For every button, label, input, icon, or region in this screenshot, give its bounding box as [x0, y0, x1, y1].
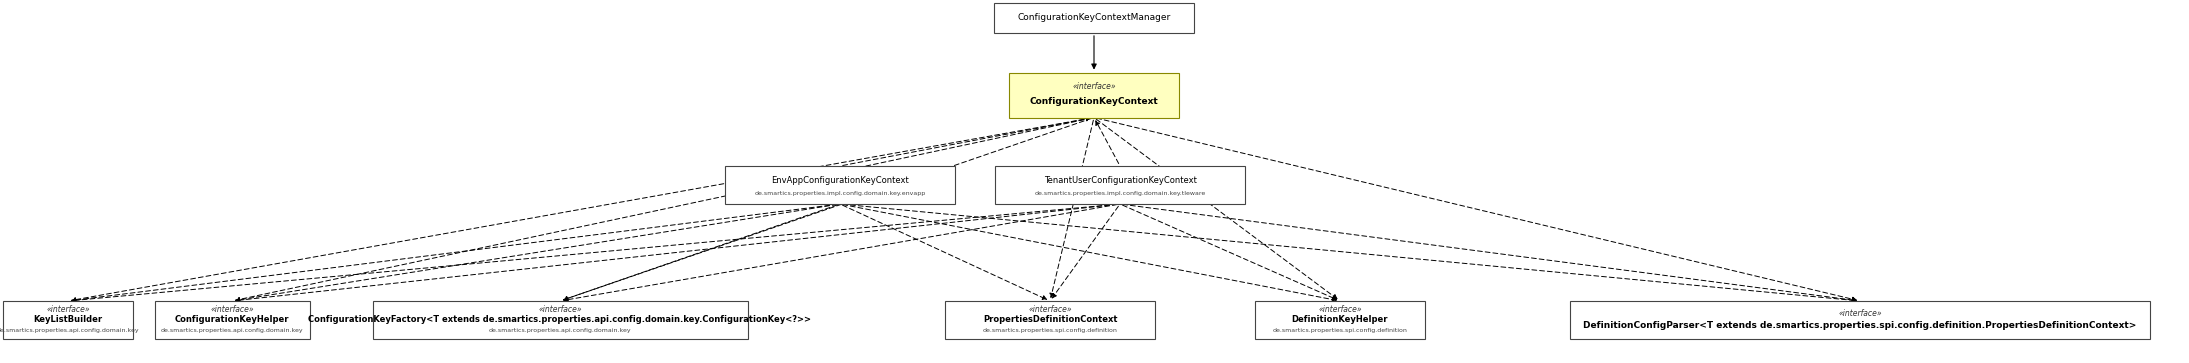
Text: DefinitionConfigParser<T extends de.smartics.properties.spi.config.definition.Pr: DefinitionConfigParser<T extends de.smar…: [1583, 321, 2136, 330]
Bar: [372, 301, 746, 339]
Bar: [1009, 73, 1180, 118]
Text: ConfigurationKeyHelper: ConfigurationKeyHelper: [175, 315, 289, 325]
Text: «interface»: «interface»: [46, 305, 90, 314]
Bar: [994, 3, 1193, 33]
Text: ConfigurationKeyContext: ConfigurationKeyContext: [1029, 97, 1158, 106]
Bar: [1254, 301, 1425, 339]
Bar: [946, 301, 1156, 339]
Bar: [1570, 301, 2150, 339]
Text: «interface»: «interface»: [538, 305, 582, 314]
Bar: [725, 166, 954, 204]
Text: «interface»: «interface»: [1318, 305, 1362, 314]
Text: de.smartics.properties.api.config.domain.key: de.smartics.properties.api.config.domain…: [0, 328, 140, 333]
Text: EnvAppConfigurationKeyContext: EnvAppConfigurationKeyContext: [771, 176, 908, 185]
Text: de.smartics.properties.api.config.domain.key: de.smartics.properties.api.config.domain…: [488, 328, 630, 333]
Text: ConfigurationKeyFactory<T extends de.smartics.properties.api.config.domain.key.C: ConfigurationKeyFactory<T extends de.sma…: [309, 315, 812, 325]
Text: ConfigurationKeyContextManager: ConfigurationKeyContextManager: [1018, 13, 1171, 23]
Text: de.smartics.properties.spi.config.definition: de.smartics.properties.spi.config.defini…: [983, 328, 1116, 333]
Text: «interface»: «interface»: [1029, 305, 1073, 314]
Text: de.smartics.properties.impl.config.domain.key.tleware: de.smartics.properties.impl.config.domai…: [1035, 191, 1206, 196]
Text: TenantUserConfigurationKeyContext: TenantUserConfigurationKeyContext: [1044, 176, 1197, 185]
Bar: [2, 301, 134, 339]
Text: KeyListBuilder: KeyListBuilder: [33, 315, 103, 325]
Text: «interface»: «interface»: [1073, 82, 1116, 91]
Text: DefinitionKeyHelper: DefinitionKeyHelper: [1292, 315, 1388, 325]
Text: de.smartics.properties.api.config.domain.key: de.smartics.properties.api.config.domain…: [160, 328, 304, 333]
Bar: [996, 166, 1246, 204]
Bar: [155, 301, 309, 339]
Text: PropertiesDefinitionContext: PropertiesDefinitionContext: [983, 315, 1116, 325]
Text: «interface»: «interface»: [210, 305, 254, 314]
Text: de.smartics.properties.spi.config.definition: de.smartics.properties.spi.config.defini…: [1272, 328, 1408, 333]
Text: de.smartics.properties.impl.config.domain.key.envapp: de.smartics.properties.impl.config.domai…: [755, 191, 926, 196]
Text: «interface»: «interface»: [1839, 309, 1883, 318]
